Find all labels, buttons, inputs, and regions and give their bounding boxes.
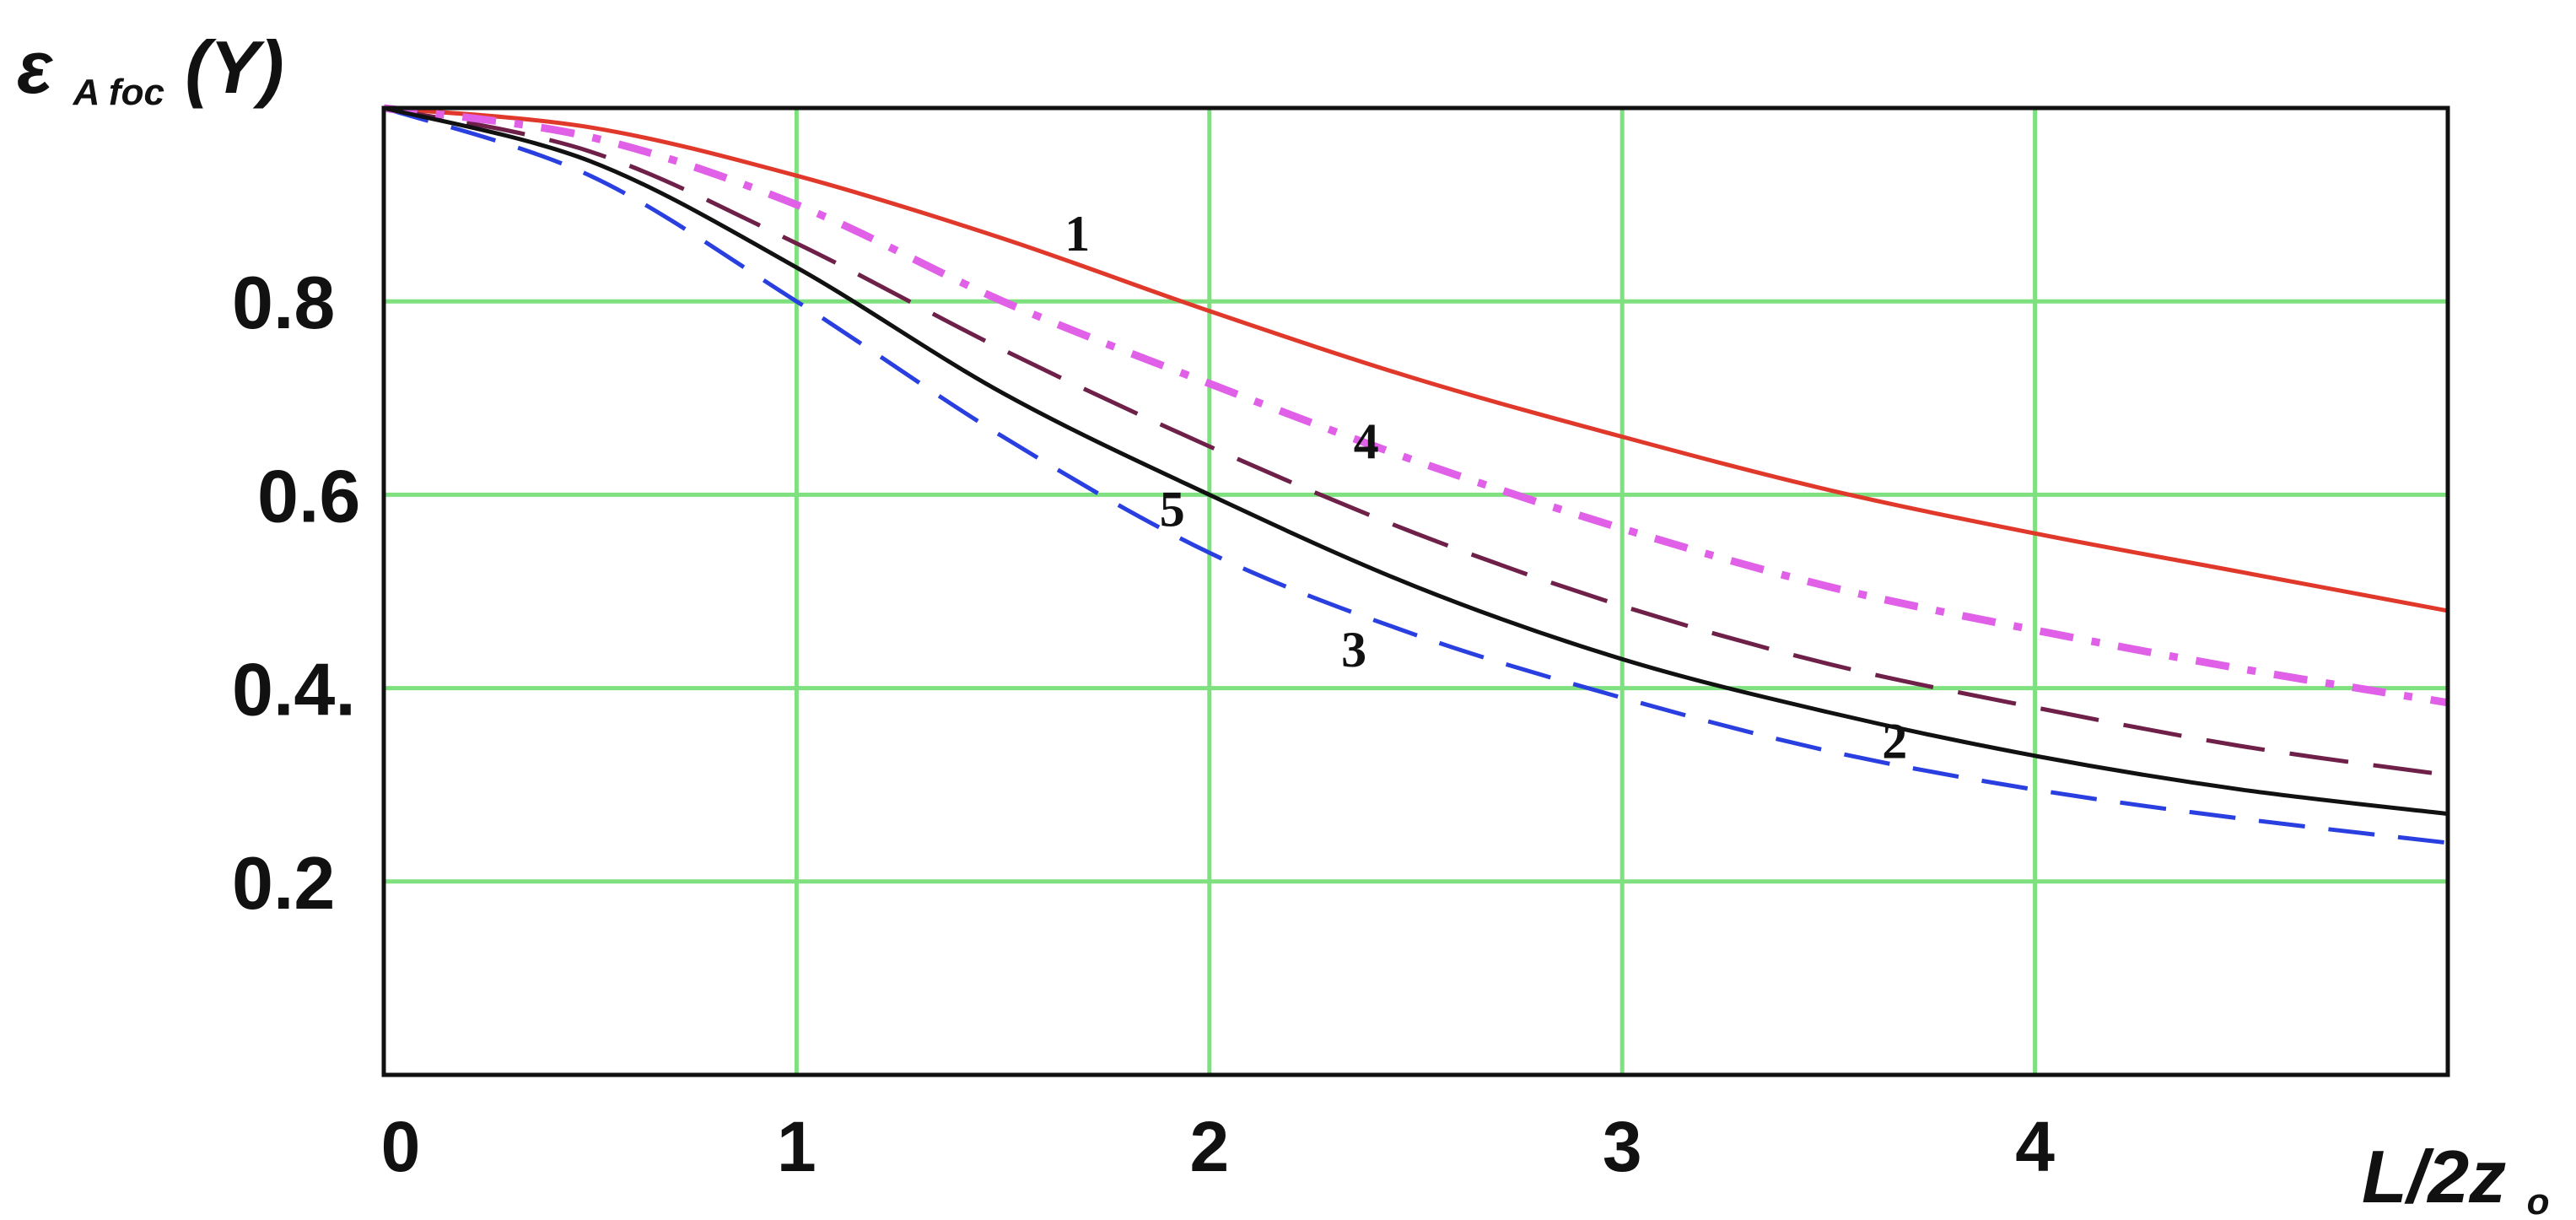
series-line-1	[383, 105, 2449, 613]
y-tick-label: 0.8	[232, 261, 335, 344]
grid	[384, 108, 2448, 1075]
x-axis-title-sub: o	[2527, 1181, 2550, 1220]
x-tick-label: 2	[1189, 1107, 1229, 1186]
x-tick-label: 4	[2015, 1107, 2055, 1186]
series-line-4	[383, 104, 2449, 707]
tick-labels: 0 1 2 3 4 0.2 0.4. 0.6 0.8	[232, 261, 2055, 1186]
series-label-1: 1	[1064, 206, 1090, 262]
x-tick-label: 0	[381, 1107, 421, 1186]
series-label-3: 3	[1341, 622, 1366, 677]
x-axis-title: L/2z o	[2362, 1135, 2550, 1220]
series-annotations: 1 4 5 3 2	[1064, 206, 1907, 769]
series-line-3	[383, 105, 2449, 845]
series-line-2	[383, 105, 2449, 778]
y-tick-label: 0.4.	[232, 648, 356, 731]
y-axis-title-suffix: (Y)	[185, 25, 283, 109]
y-axis-title-sub: A foc	[73, 72, 164, 113]
y-axis-title-main: ε	[17, 25, 53, 109]
y-axis-title: ε A foc (Y)	[17, 25, 284, 121]
series-label-2: 2	[1882, 714, 1907, 769]
x-tick-label: 3	[1603, 1107, 1642, 1186]
plot-frame	[381, 105, 2450, 1077]
series-layer	[383, 104, 2449, 845]
series-line-5	[383, 105, 2449, 817]
x-tick-label: 1	[777, 1107, 816, 1186]
x-axis-title-main: L/2z	[2362, 1135, 2506, 1218]
y-tick-label: 0.6	[257, 454, 360, 537]
series-label-4: 4	[1354, 413, 1379, 469]
y-tick-label: 0.2	[232, 841, 335, 925]
series-label-5: 5	[1160, 482, 1185, 537]
